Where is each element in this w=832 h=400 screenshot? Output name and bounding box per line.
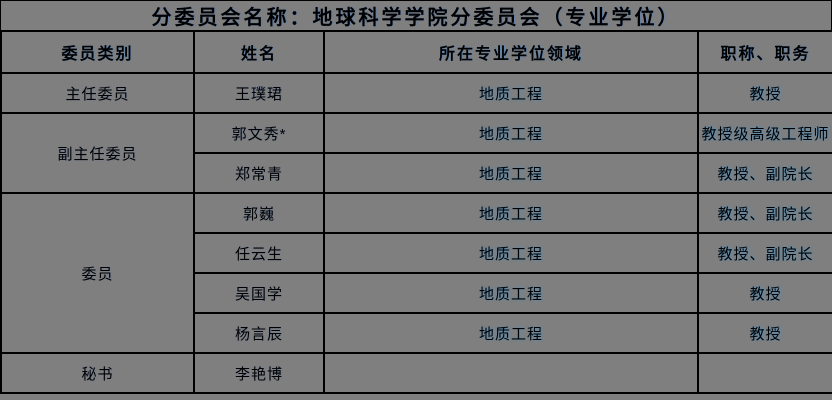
cell-field: 地质工程 (323, 232, 699, 274)
cell-name: 王璞珺 (193, 72, 325, 114)
cell-title: 教授 (697, 72, 832, 114)
cell-field: 地质工程 (323, 192, 699, 234)
cell-title: 教授、副院长 (697, 192, 832, 234)
cell-title: 教授、副院长 (697, 232, 832, 274)
header-field: 所在专业学位领域 (323, 30, 699, 74)
cell-field: 地质工程 (323, 112, 699, 154)
cell-title (697, 352, 832, 394)
table-row: 副主任委员 郭文秀* 地质工程 教授级高级工程师 (0, 112, 832, 194)
cell-category: 秘书 (0, 352, 195, 394)
cell-title: 教授、副院长 (697, 152, 832, 194)
cell-name: 吴国学 (193, 272, 325, 314)
table-row: 任云生 地质工程 教授、副院长 (1, 232, 832, 274)
header-name: 姓名 (193, 30, 325, 74)
header-row: 委员类别 姓名 所在专业学位领域 职称、职务 (0, 30, 832, 74)
cell-category: 副主任委员 (0, 112, 195, 194)
cell-name: 任云生 (193, 232, 325, 274)
cell-name: 郭文秀* (193, 112, 325, 154)
table-row: 秘书 李艳博 (0, 352, 832, 394)
cell-category: 委员 (0, 192, 195, 354)
table-body: 主任委员 王璞珺 地质工程 教授 副主任委员 郭文秀* 地质工程 教授级高级工程师 郑常青 地质工… (0, 72, 832, 394)
table-row: 委员 郭巍 地质工程 教授、副院长 (0, 192, 832, 354)
cell-name: 杨言辰 (193, 312, 325, 354)
header-title: 职称、职务 (697, 30, 832, 74)
cell-name: 李艳博 (193, 352, 325, 394)
cell-title: 教授 (697, 312, 832, 354)
cell-title: 教授级高级工程师 (697, 112, 832, 154)
cell-name: 郑常青 (193, 152, 325, 194)
cell-category: 主任委员 (0, 72, 195, 114)
table-row: 吴国学 地质工程 教授 (1, 272, 832, 314)
cell-field: 地质工程 (323, 72, 699, 114)
cell-title: 教授 (697, 272, 832, 314)
table-title: 分委员会名称：地球科学学院分委员会（专业学位） (0, 0, 832, 30)
cell-field (323, 352, 699, 394)
cell-name: 郭巍 (193, 192, 325, 234)
cell-field: 地质工程 (323, 312, 699, 354)
table-row: 杨言辰 地质工程 教授 (1, 312, 832, 354)
header-category: 委员类别 (0, 30, 195, 74)
committee-table: 委员类别 姓名 所在专业学位领域 职称、职务 主任委员 王璞珺 地质工程 教授 副主任委… (0, 30, 832, 394)
table-row: 主任委员 王璞珺 地质工程 教授 (0, 72, 832, 114)
cell-field: 地质工程 (323, 152, 699, 194)
cell-field: 地质工程 (323, 272, 699, 314)
